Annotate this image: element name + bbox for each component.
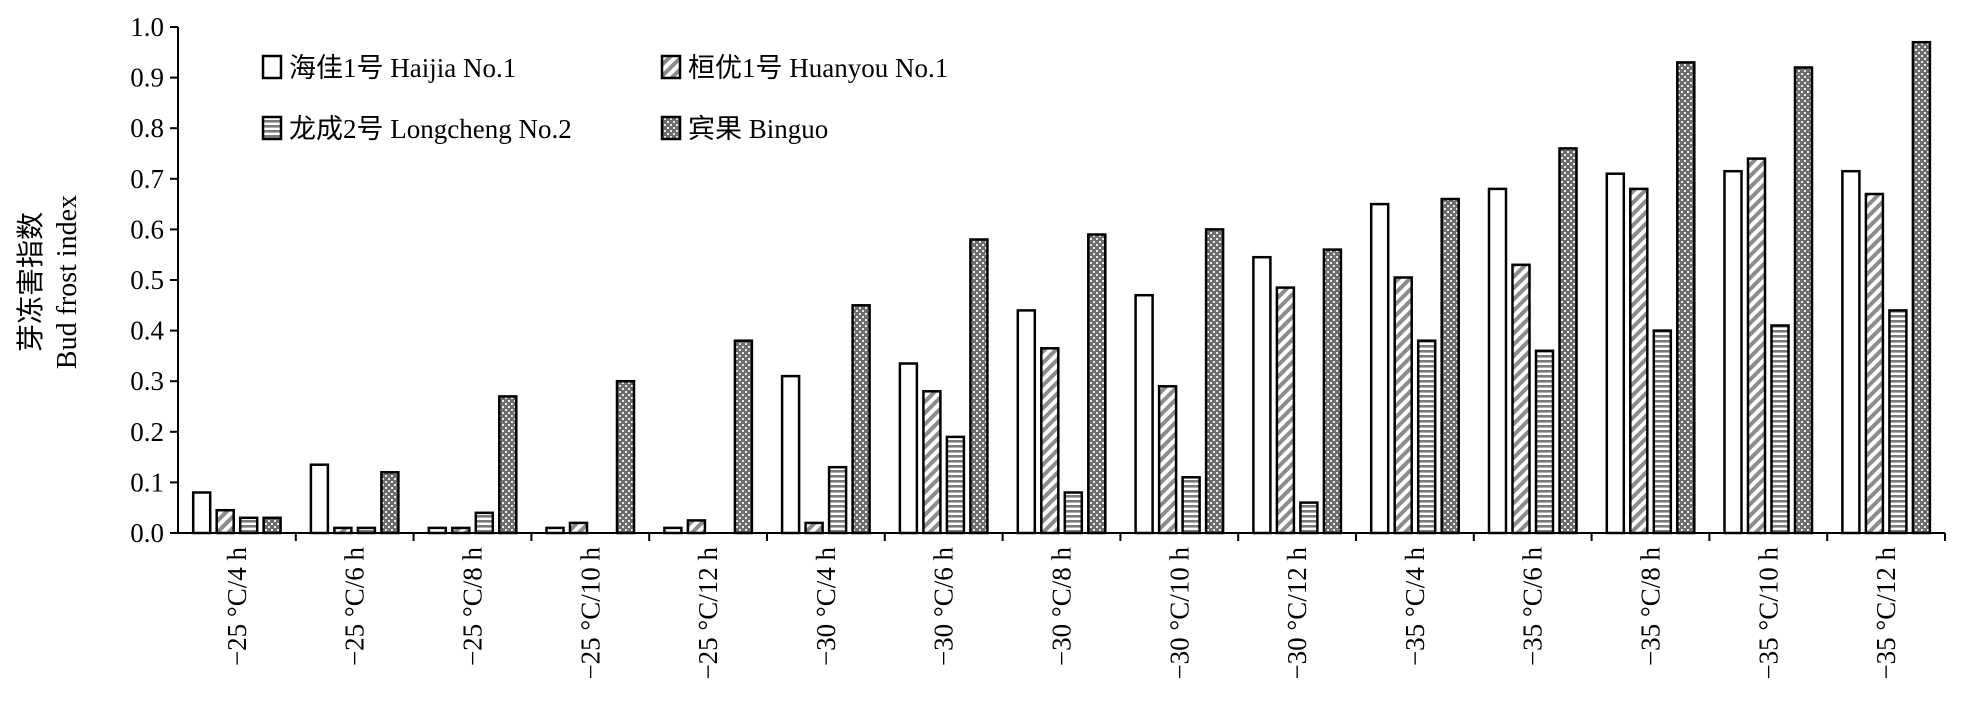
bar-binguo [498, 395, 518, 535]
x-tick-label: −30 °C/6 h [929, 547, 959, 667]
bar-longcheng [1181, 476, 1201, 535]
bar-haijia [1605, 172, 1626, 535]
legend-item-longcheng: 龙成2号 Longcheng No.2 [261, 114, 572, 144]
y-tick-label: 0.0 [130, 518, 164, 548]
x-tick-label: −35 °C/6 h [1518, 547, 1548, 667]
y-tick-label: 0.6 [130, 214, 164, 244]
legend-swatch-huanyou [660, 54, 682, 80]
bar-huanyou [1393, 276, 1413, 535]
y-tick-label: 0.8 [130, 113, 164, 143]
legend-label-huanyou: 桓优1号 Huanyou No.1 [688, 53, 948, 83]
bar-binguo [969, 238, 989, 535]
bar-longcheng [1416, 339, 1437, 535]
bar-binguo [733, 339, 754, 535]
bar-longcheng [1652, 329, 1673, 535]
bar-longcheng [474, 511, 495, 535]
bar-huanyou [1275, 286, 1296, 535]
bar-binguo [1793, 66, 1814, 535]
legend-item-binguo: 宾果 Binguo [660, 114, 828, 144]
x-tick-label: −25 °C/10 h [575, 547, 605, 680]
x-tick-label: −25 °C/6 h [340, 547, 370, 667]
bar-haijia [191, 491, 212, 535]
bar-binguo [1440, 197, 1460, 535]
x-tick-label: −25 °C/12 h [693, 547, 723, 680]
y-axis-ticks: 0.0 0.1 0.2 0.3 0.4 0.5 0.6 0.7 0.8 0.9 1.0 [130, 12, 178, 548]
legend-item-huanyou: 桓优1号 Huanyou No.1 [660, 53, 948, 83]
bar-longcheng [827, 465, 848, 535]
bar-haijia [1134, 293, 1154, 535]
x-tick-label: −25 °C/8 h [458, 547, 488, 667]
bar-binguo [1911, 40, 1932, 535]
y-axis-title-en: Bud frost index [52, 195, 83, 369]
bar-huanyou [215, 508, 235, 535]
y-tick-label: 0.1 [130, 467, 164, 497]
bar-haijia [1723, 169, 1743, 535]
x-tick-label: −30 °C/8 h [1047, 547, 1077, 667]
y-tick-label: 0.3 [130, 366, 164, 396]
bar-binguo [1558, 147, 1578, 535]
bar-haijia [780, 374, 801, 535]
bar-longcheng [1534, 349, 1555, 535]
bar-huanyou [568, 521, 589, 535]
bar-longcheng [1063, 491, 1084, 535]
bar-huanyou [804, 521, 824, 535]
y-tick-label: 0.9 [130, 63, 164, 93]
bar-huanyou [1040, 347, 1060, 535]
bar-huanyou [1864, 192, 1885, 535]
legend-swatch-longcheng [261, 115, 283, 141]
bar-longcheng [1888, 309, 1908, 535]
bar-haijia [1016, 309, 1037, 535]
y-tick-label: 0.4 [130, 316, 164, 346]
legend: 海佳1号 Haijia No.1 桓优1号 Huanyou No.1 龙成2号 … [261, 53, 948, 144]
x-tick-label: −35 °C/4 h [1400, 547, 1430, 667]
bar-haijia [1369, 202, 1390, 535]
bar-haijia [309, 463, 330, 535]
bar-huanyou [1629, 187, 1649, 535]
bar-binguo [1676, 61, 1696, 535]
bar-longcheng [945, 435, 966, 535]
bar-binguo [1322, 248, 1343, 535]
x-tick-label: −35 °C/10 h [1753, 547, 1783, 680]
bar-binguo [380, 471, 400, 535]
bar-huanyou [1746, 157, 1767, 535]
x-tick-label: −35 °C/8 h [1636, 547, 1666, 667]
bar-longcheng [238, 516, 259, 535]
y-tick-label: 0.7 [130, 164, 164, 194]
legend-item-haijia: 海佳1号 Haijia No.1 [261, 53, 516, 83]
x-tick-label: −30 °C/4 h [811, 547, 841, 667]
legend-swatch-haijia [261, 54, 283, 80]
legend-label-haijia: 海佳1号 Haijia No.1 [289, 53, 516, 83]
bar-longcheng [1770, 324, 1790, 535]
bar-haijia [1252, 255, 1272, 535]
bar-longcheng [1299, 501, 1319, 535]
bar-haijia [898, 362, 919, 535]
bar-binguo [615, 379, 636, 535]
x-axis-ticks: −25 °C/4 h −25 °C/6 h −25 °C/8 h −25 °C/10 … [222, 533, 1946, 680]
y-tick-label: 1.0 [130, 12, 164, 42]
y-tick-label: 0.2 [130, 417, 164, 447]
bar-huanyou [1511, 263, 1531, 535]
bar-haijia [1841, 169, 1861, 535]
bar-haijia [1487, 187, 1508, 535]
x-tick-label: −25 °C/4 h [222, 547, 252, 667]
y-tick-label: 0.5 [130, 265, 164, 295]
x-tick-label: −30 °C/12 h [1282, 547, 1312, 680]
bar-binguo [851, 304, 871, 535]
bar-binguo [1087, 233, 1107, 535]
bar-binguo [1204, 228, 1225, 535]
bar-huanyou [922, 390, 942, 535]
x-tick-label: −30 °C/10 h [1164, 547, 1194, 680]
x-tick-label: −35 °C/12 h [1871, 547, 1901, 680]
bar-binguo [262, 516, 282, 535]
legend-label-longcheng: 龙成2号 Longcheng No.2 [289, 114, 572, 144]
bar-huanyou [1157, 385, 1178, 535]
y-axis-title-cn: 芽冻害指数 [15, 212, 47, 352]
legend-swatch-binguo [660, 115, 682, 141]
bar-huanyou [686, 519, 707, 535]
legend-label-binguo: 宾果 Binguo [688, 114, 828, 144]
